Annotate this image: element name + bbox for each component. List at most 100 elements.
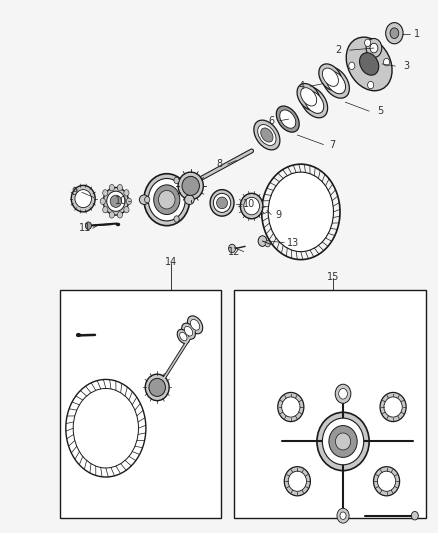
Ellipse shape: [187, 316, 203, 334]
Circle shape: [102, 206, 108, 213]
Circle shape: [109, 184, 114, 191]
Text: 11: 11: [79, 223, 92, 233]
Ellipse shape: [244, 197, 259, 215]
Circle shape: [66, 379, 146, 477]
Ellipse shape: [144, 174, 190, 225]
Ellipse shape: [380, 392, 406, 422]
Ellipse shape: [322, 68, 339, 86]
Text: 10: 10: [244, 199, 256, 209]
Bar: [60, 290, 221, 519]
Ellipse shape: [322, 67, 350, 98]
Ellipse shape: [184, 326, 193, 336]
Circle shape: [73, 389, 138, 468]
Circle shape: [126, 198, 131, 205]
Ellipse shape: [374, 467, 399, 496]
Circle shape: [383, 59, 389, 66]
Circle shape: [124, 206, 129, 213]
Ellipse shape: [360, 53, 379, 75]
Ellipse shape: [284, 467, 311, 496]
Ellipse shape: [280, 110, 296, 128]
Circle shape: [268, 172, 333, 252]
Ellipse shape: [322, 418, 364, 465]
Text: 6: 6: [268, 116, 274, 126]
Text: 9: 9: [275, 209, 281, 220]
Ellipse shape: [384, 397, 402, 417]
Ellipse shape: [71, 185, 95, 212]
Ellipse shape: [154, 185, 180, 215]
Text: 10: 10: [115, 196, 127, 206]
Ellipse shape: [182, 323, 195, 339]
Circle shape: [367, 82, 374, 89]
Ellipse shape: [304, 91, 324, 114]
Ellipse shape: [159, 190, 175, 209]
Circle shape: [117, 212, 123, 218]
Ellipse shape: [103, 188, 128, 215]
Text: 2: 2: [336, 45, 342, 55]
Ellipse shape: [300, 88, 317, 106]
Ellipse shape: [326, 71, 346, 94]
Ellipse shape: [329, 425, 357, 457]
Ellipse shape: [110, 195, 121, 207]
Ellipse shape: [319, 64, 342, 91]
Ellipse shape: [210, 190, 234, 216]
Ellipse shape: [254, 120, 280, 150]
Ellipse shape: [107, 191, 125, 212]
Text: 14: 14: [165, 257, 177, 267]
Circle shape: [145, 197, 150, 203]
Circle shape: [174, 177, 179, 183]
Circle shape: [349, 62, 355, 69]
Ellipse shape: [261, 128, 273, 142]
Circle shape: [102, 190, 108, 196]
Text: 7: 7: [329, 140, 335, 150]
Ellipse shape: [180, 332, 187, 341]
Circle shape: [117, 184, 123, 191]
Circle shape: [265, 240, 270, 247]
Circle shape: [258, 236, 267, 246]
Ellipse shape: [182, 176, 199, 196]
Ellipse shape: [300, 86, 328, 118]
Ellipse shape: [75, 190, 92, 208]
Text: 15: 15: [327, 272, 339, 282]
Ellipse shape: [185, 195, 194, 205]
Ellipse shape: [178, 172, 203, 200]
Ellipse shape: [336, 433, 351, 450]
Circle shape: [390, 28, 399, 38]
Ellipse shape: [297, 84, 320, 110]
Circle shape: [340, 512, 346, 520]
Text: 9: 9: [71, 187, 78, 197]
Circle shape: [386, 22, 403, 44]
Text: 8: 8: [216, 159, 222, 169]
Ellipse shape: [288, 471, 307, 491]
Circle shape: [370, 43, 378, 53]
Circle shape: [411, 512, 418, 520]
Circle shape: [100, 198, 106, 205]
Ellipse shape: [317, 413, 369, 471]
Circle shape: [85, 222, 92, 229]
Text: 3: 3: [403, 61, 409, 71]
Text: 4: 4: [299, 81, 305, 91]
Ellipse shape: [148, 179, 185, 221]
Ellipse shape: [258, 125, 276, 146]
Ellipse shape: [240, 193, 263, 219]
Ellipse shape: [276, 106, 299, 132]
Circle shape: [364, 39, 371, 46]
Circle shape: [366, 38, 382, 58]
Circle shape: [229, 244, 236, 253]
Circle shape: [109, 212, 114, 218]
Ellipse shape: [346, 37, 392, 91]
Ellipse shape: [217, 197, 227, 209]
Ellipse shape: [139, 195, 149, 205]
Text: 12: 12: [228, 247, 240, 257]
Ellipse shape: [378, 471, 396, 491]
Ellipse shape: [278, 392, 304, 422]
Ellipse shape: [149, 378, 166, 397]
Text: 5: 5: [377, 106, 383, 116]
Circle shape: [335, 384, 351, 403]
Ellipse shape: [213, 193, 231, 213]
Text: 1: 1: [414, 29, 420, 39]
Ellipse shape: [191, 319, 200, 330]
Text: 13: 13: [287, 238, 299, 248]
Circle shape: [124, 190, 129, 196]
Circle shape: [174, 216, 179, 222]
Bar: [234, 290, 426, 519]
